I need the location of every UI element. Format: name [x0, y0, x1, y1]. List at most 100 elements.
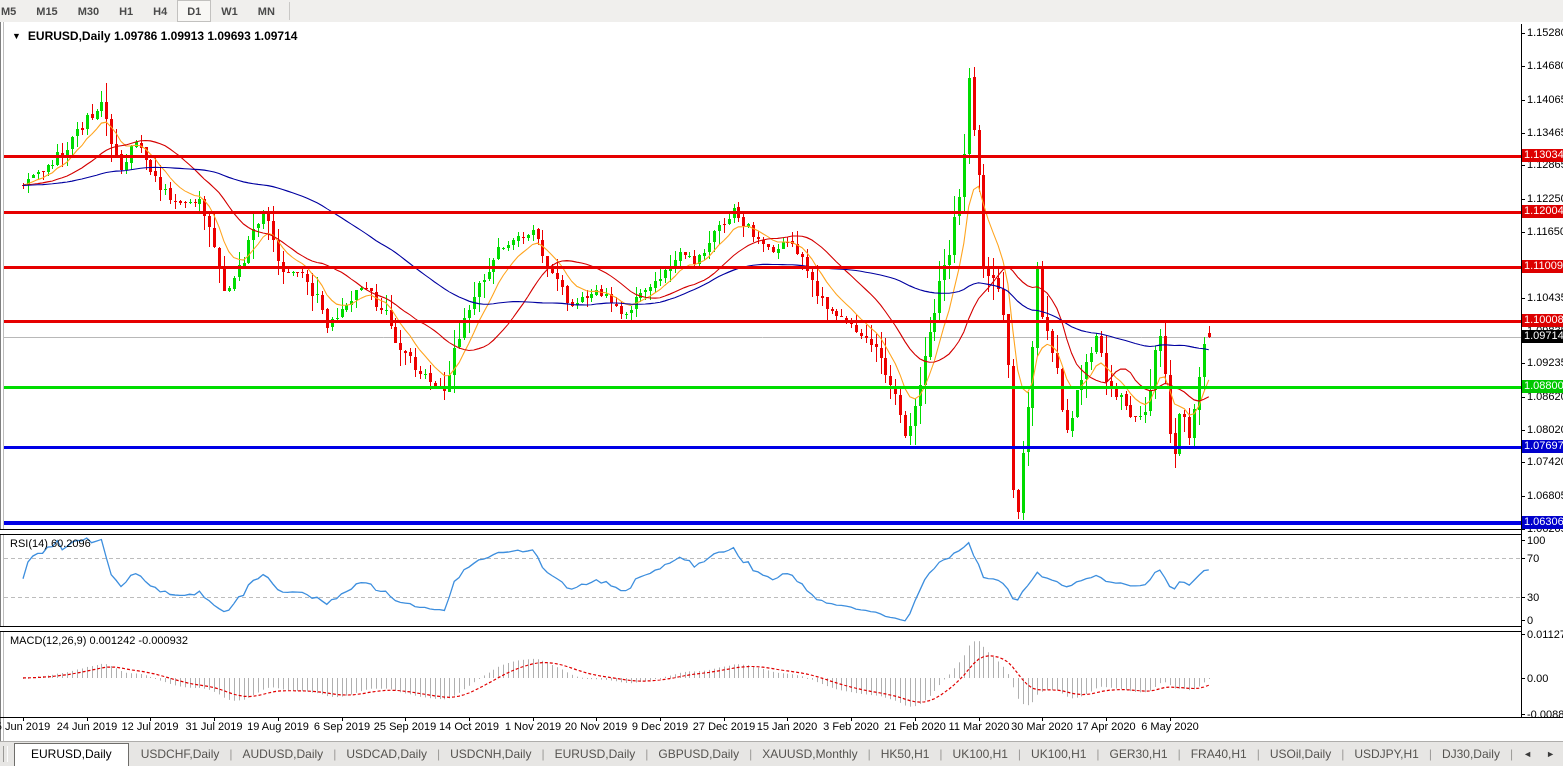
price-tick [1521, 298, 1525, 299]
chart-tab-eurusd-daily[interactable]: EURUSD,Daily [14, 743, 129, 766]
price-tick [1521, 199, 1525, 200]
tab-scroll-arrows: ◄ ► [1523, 749, 1555, 759]
macd-tick [1521, 634, 1525, 635]
date-label: 6 Sep 2019 [313, 721, 371, 733]
macd-indicator-label: MACD(12,26,9) 0.001242 -0.000932 [10, 635, 188, 647]
price-tick [1521, 33, 1525, 34]
date-label: 9 Dec 2019 [631, 721, 689, 733]
date-label: 31 Jul 2019 [185, 721, 243, 733]
price-tick [1521, 100, 1525, 101]
date-tick [342, 717, 343, 721]
date-label: 5 Jun 2019 [0, 721, 51, 733]
macd-tick-label: 0.00 [1527, 673, 1549, 685]
timeframe-button-d1[interactable]: D1 [177, 0, 212, 22]
panel-separator-main-rsi[interactable] [0, 529, 1521, 535]
macd-chart-canvas[interactable] [4, 631, 1521, 717]
timeframe-button-m30[interactable]: M30 [77, 6, 100, 18]
price-axis-border [1521, 24, 1522, 717]
date-label: 3 Feb 2020 [823, 721, 879, 733]
price-tick-label: 1.08020 [1527, 424, 1563, 436]
rsi-chart-canvas[interactable] [4, 534, 1521, 626]
chart-tab-usdcnh-daily[interactable]: USDCNH,Daily [450, 746, 532, 761]
tab-separator: | [541, 747, 545, 761]
date-tick [1042, 717, 1043, 721]
chart-ohlc-values: 1.09786 1.09913 1.09693 1.09714 [110, 29, 298, 43]
date-label: 19 Aug 2019 [247, 721, 309, 733]
tab-separator: | [1428, 747, 1432, 761]
chart-tab-usdchf-daily[interactable]: USDCHF,Daily [140, 746, 220, 761]
price-tick-label: 1.15280 [1527, 27, 1563, 39]
chart-tab-usoil-daily[interactable]: USOil,Daily [1269, 746, 1332, 761]
rsi-tick [1521, 597, 1525, 598]
price-tick [1521, 529, 1525, 530]
tab-separator: | [867, 747, 871, 761]
date-label: 24 Jun 2019 [56, 721, 118, 733]
chart-tab-dj30-daily[interactable]: DJ30,Daily [1441, 746, 1500, 761]
timeframe-button-h1[interactable]: H1 [119, 6, 134, 18]
date-label: 17 Apr 2020 [1076, 721, 1136, 733]
one-click-trading-collapse-icon[interactable]: ▼ [12, 31, 21, 41]
rsi-tick-label: 70 [1527, 553, 1540, 565]
price-tick-label: 1.12865 [1527, 159, 1563, 171]
tab-separator: | [1017, 747, 1022, 761]
rsi-tick [1521, 540, 1525, 541]
chart-title: ▼ EURUSD,Daily 1.09786 1.09913 1.09693 1.… [12, 29, 297, 43]
tab-separator: | [1177, 747, 1181, 761]
timeframe-button-m5[interactable]: M5 [1, 6, 17, 18]
date-tick [87, 717, 88, 721]
price-tick [1521, 66, 1525, 67]
price-tick-label: 1.14065 [1527, 94, 1563, 106]
tab-separator: | [333, 747, 337, 761]
date-tick [596, 717, 597, 721]
chart-tab-usdjpy-h1[interactable]: USDJPY,H1 [1354, 746, 1419, 761]
price-tick-label: 1.09235 [1527, 357, 1563, 369]
tab-separator: | [1341, 747, 1345, 761]
chart-tab-uk100-h1[interactable]: UK100,H1 [952, 746, 1008, 761]
chart-tab-gbpusd-daily[interactable]: GBPUSD,Daily [658, 746, 740, 761]
date-tick [533, 717, 534, 721]
price-tick-label: 1.07420 [1527, 456, 1563, 468]
level-price-label: 1.13034 [1522, 149, 1563, 162]
tab-separator: | [939, 747, 943, 761]
tab-separator: | [645, 747, 649, 761]
timeframe-button-h4[interactable]: H4 [153, 6, 168, 18]
chart-tab-audusd-daily[interactable]: AUDUSD,Daily [242, 746, 324, 761]
price-chart-canvas[interactable] [4, 24, 1521, 530]
chart-tab-bar: EURUSD,Daily USDCHF,Daily | AUDUSD,Daily | US… [0, 741, 1563, 766]
level-price-label: 1.11009 [1522, 260, 1563, 273]
level-price-label: 1.08800 [1522, 380, 1563, 393]
date-label: 25 Sep 2019 [373, 721, 437, 733]
chart-tab-uk100-h1[interactable]: UK100,H1 [1031, 746, 1087, 761]
chart-tab-ger30-h1[interactable]: GER30,H1 [1109, 746, 1168, 761]
window-border-left-inner [3, 22, 4, 741]
tab-separator: | [229, 747, 233, 761]
date-label: 12 Jul 2019 [121, 721, 179, 733]
date-label: 20 Nov 2019 [564, 721, 628, 733]
rsi-tick-label: 0 [1527, 615, 1534, 627]
chart-tab-hk50-h1[interactable]: HK50,H1 [880, 746, 930, 761]
chart-tab-eurusd-daily[interactable]: EURUSD,Daily [554, 746, 636, 761]
date-tick [469, 717, 470, 721]
tab-bar-grip[interactable] [3, 746, 8, 762]
window-border-left [0, 22, 1, 741]
timeframe-button-m15[interactable]: M15 [36, 6, 58, 18]
chart-tab-fra40-h1[interactable]: FRA40,H1 [1190, 746, 1247, 761]
chart-tab-xauusd-monthly[interactable]: XAUUSD,Monthly [762, 746, 858, 761]
chart-tab-usdcad-daily[interactable]: USDCAD,Daily [346, 746, 427, 761]
date-label: 30 Mar 2020 [1011, 721, 1073, 733]
timeframe-button-w1[interactable]: W1 [221, 6, 238, 18]
rsi-tick-label: 30 [1527, 592, 1540, 604]
price-tick-label: 1.14680 [1527, 60, 1563, 72]
price-tick [1521, 232, 1525, 233]
price-tick-label: 1.13465 [1527, 127, 1563, 139]
timeframe-button-mn[interactable]: MN [257, 6, 275, 18]
macd-tick [1521, 714, 1525, 715]
date-tick [915, 717, 916, 721]
panel-separator-rsi-macd[interactable] [0, 626, 1521, 632]
date-label: 1 Nov 2019 [504, 721, 562, 733]
right-arrow-icon[interactable]: ► [1546, 749, 1555, 759]
date-tick [787, 717, 788, 721]
date-tick [278, 717, 279, 721]
date-tick [150, 717, 151, 721]
left-arrow-icon[interactable]: ◄ [1523, 749, 1533, 759]
